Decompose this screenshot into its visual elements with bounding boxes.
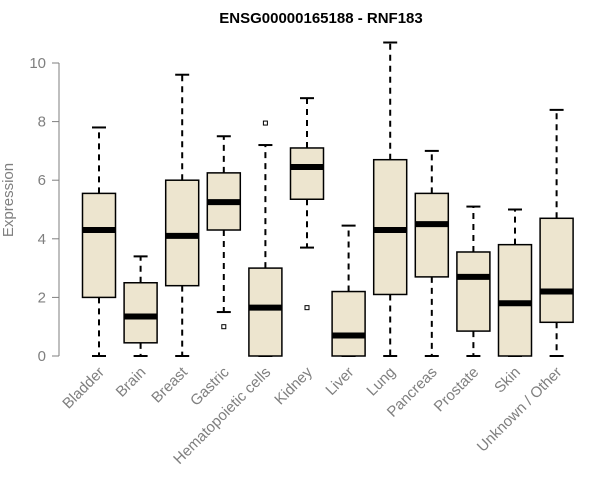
iqr-box (248, 267, 283, 357)
y-axis-label: Expression (0, 163, 17, 237)
box-lung (372, 41, 408, 357)
iqr-box (539, 217, 574, 324)
box-breast (164, 73, 200, 357)
box-bladder (81, 126, 117, 357)
x-tick-label: Liver (322, 364, 357, 399)
outlier-point (262, 120, 268, 126)
boxes (81, 41, 574, 357)
box-liver (331, 224, 366, 357)
y-tick-label: 10 (29, 55, 46, 72)
y-tick-label: 6 (38, 172, 46, 189)
chart-title: ENSG00000165188 - RNF183 (219, 10, 422, 27)
y-tick-label: 8 (38, 114, 46, 131)
box-kidney (289, 97, 325, 311)
iqr-box (456, 251, 491, 332)
box-skin (497, 208, 533, 357)
x-tick-label: Breast (148, 363, 191, 406)
y-tick-label: 0 (38, 348, 46, 365)
iqr-box (414, 192, 450, 278)
iqr-box (123, 282, 158, 344)
box-unknown-other (539, 108, 574, 357)
x-tick-label: Skin (491, 364, 524, 397)
y-axis: 0 2 4 6 8 10 (29, 55, 60, 365)
box-hematopoietic-cells (248, 120, 283, 357)
box-gastric (206, 135, 242, 330)
box-brain (123, 255, 158, 357)
x-tick-label: Brain (113, 364, 150, 401)
y-tick-label: 4 (38, 231, 46, 248)
outlier-point (221, 324, 227, 330)
y-tick-label: 2 (38, 289, 46, 306)
iqr-box (331, 290, 366, 357)
iqr-box (289, 147, 325, 200)
iqr-box (81, 192, 117, 299)
outlier-point (304, 305, 310, 311)
x-tick-label: Prostate (431, 364, 483, 416)
x-tick-label: Bladder (59, 364, 108, 413)
box-pancreas (414, 149, 450, 357)
box-prostate (456, 205, 491, 357)
x-tick-label: Kidney (271, 363, 316, 408)
x-tick-label: Lung (363, 364, 399, 400)
